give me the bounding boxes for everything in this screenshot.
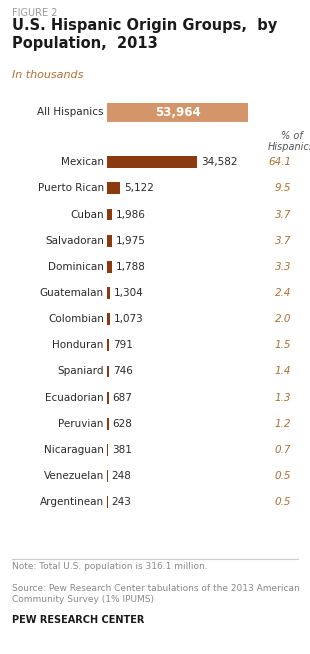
Text: 1,788: 1,788 bbox=[115, 262, 145, 272]
Text: 243: 243 bbox=[111, 497, 131, 508]
Text: 3.7: 3.7 bbox=[275, 209, 291, 220]
Text: Salvadoran: Salvadoran bbox=[45, 235, 104, 246]
Text: 0.5: 0.5 bbox=[275, 471, 291, 481]
Text: Source: Pew Research Center tabulations of the 2013 American
Community Survey (1: Source: Pew Research Center tabulations … bbox=[12, 584, 300, 604]
Text: Note: Total U.S. population is 316.1 million.: Note: Total U.S. population is 316.1 mil… bbox=[12, 562, 208, 572]
Text: 248: 248 bbox=[111, 471, 131, 481]
Text: 34,582: 34,582 bbox=[201, 157, 237, 167]
Text: 628: 628 bbox=[112, 419, 132, 429]
Text: Mexican: Mexican bbox=[61, 157, 104, 167]
Text: 791: 791 bbox=[113, 340, 133, 351]
Text: Ecuadorian: Ecuadorian bbox=[45, 392, 104, 403]
Text: Guatemalan: Guatemalan bbox=[40, 288, 104, 298]
Text: PEW RESEARCH CENTER: PEW RESEARCH CENTER bbox=[12, 615, 145, 625]
Text: 1.4: 1.4 bbox=[275, 366, 291, 377]
Text: 1.2: 1.2 bbox=[275, 419, 291, 429]
Text: 381: 381 bbox=[112, 445, 131, 455]
Text: In thousands: In thousands bbox=[12, 70, 84, 80]
Text: All Hispanics: All Hispanics bbox=[37, 107, 104, 118]
Text: Argentinean: Argentinean bbox=[40, 497, 104, 508]
Text: 5,122: 5,122 bbox=[124, 183, 154, 194]
Text: 2.4: 2.4 bbox=[275, 288, 291, 298]
Text: 687: 687 bbox=[113, 392, 132, 403]
Text: % of
Hispanics: % of Hispanics bbox=[268, 131, 310, 152]
Text: 0.5: 0.5 bbox=[275, 497, 291, 508]
Text: 9.5: 9.5 bbox=[275, 183, 291, 194]
Text: 1.5: 1.5 bbox=[275, 340, 291, 351]
Text: 746: 746 bbox=[113, 366, 132, 377]
Text: 53,964: 53,964 bbox=[155, 106, 200, 119]
Text: 3.3: 3.3 bbox=[275, 262, 291, 272]
Text: Venezuelan: Venezuelan bbox=[44, 471, 104, 481]
Text: Spaniard: Spaniard bbox=[57, 366, 104, 377]
Text: 0.7: 0.7 bbox=[275, 445, 291, 455]
Text: Peruvian: Peruvian bbox=[59, 419, 104, 429]
Text: 1,975: 1,975 bbox=[116, 235, 146, 246]
Text: 3.7: 3.7 bbox=[275, 235, 291, 246]
Text: U.S. Hispanic Origin Groups,  by
Population,  2013: U.S. Hispanic Origin Groups, by Populati… bbox=[12, 18, 278, 51]
Text: Puerto Rican: Puerto Rican bbox=[38, 183, 104, 194]
Text: Cuban: Cuban bbox=[70, 209, 104, 220]
Text: Honduran: Honduran bbox=[52, 340, 104, 351]
Text: 1,986: 1,986 bbox=[116, 209, 146, 220]
Text: Dominican: Dominican bbox=[48, 262, 104, 272]
Text: 1,304: 1,304 bbox=[114, 288, 144, 298]
Text: 1,073: 1,073 bbox=[113, 314, 143, 324]
Text: 1.3: 1.3 bbox=[275, 392, 291, 403]
Text: FIGURE 2: FIGURE 2 bbox=[12, 8, 58, 18]
Text: Colombian: Colombian bbox=[48, 314, 104, 324]
Text: 64.1: 64.1 bbox=[268, 157, 291, 167]
Text: Nicaraguan: Nicaraguan bbox=[44, 445, 104, 455]
Text: 2.0: 2.0 bbox=[275, 314, 291, 324]
